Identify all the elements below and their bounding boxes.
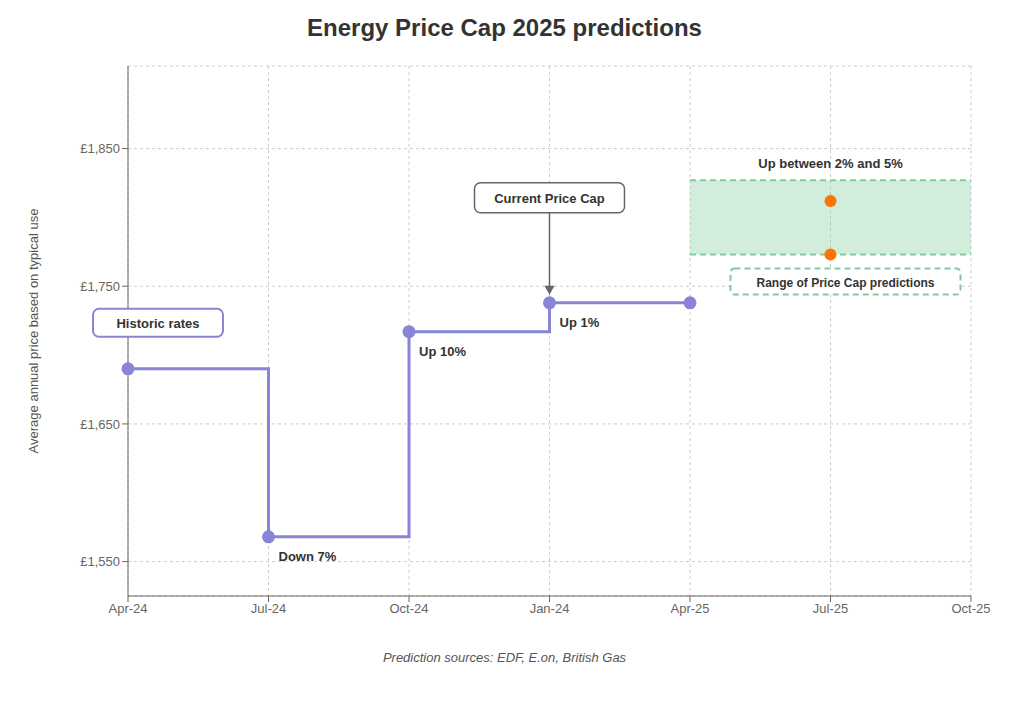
svg-text:Current Price Cap: Current Price Cap [494, 191, 605, 206]
svg-text:£1,750: £1,750 [80, 279, 120, 294]
svg-text:Up between 2% and 5%: Up between 2% and 5% [758, 156, 903, 171]
svg-text:Oct-24: Oct-24 [389, 601, 428, 616]
svg-text:Apr-24: Apr-24 [108, 601, 147, 616]
svg-text:Up 10%: Up 10% [419, 344, 466, 359]
svg-text:£1,550: £1,550 [80, 554, 120, 569]
svg-text:Jul-24: Jul-24 [251, 601, 286, 616]
html-text:Energy Price Cap 2025 predicti: Energy Price Cap 2025 predictions [307, 14, 702, 41]
svg-text:Up 1%: Up 1% [560, 315, 600, 330]
html-text:Prediction sources: EDF, E.on,: Prediction sources: EDF, E.on, British G… [382, 650, 627, 665]
svg-text:£1,650: £1,650 [80, 417, 120, 432]
svg-text:Jan-24: Jan-24 [530, 601, 570, 616]
svg-text:Average annual price based on: Average annual price based on typical us… [26, 209, 41, 454]
svg-text:Apr-25: Apr-25 [670, 601, 709, 616]
svg-text:Down 7%: Down 7% [279, 549, 337, 564]
svg-text:Historic rates: Historic rates [116, 316, 199, 331]
svg-text:Jul-25: Jul-25 [813, 601, 848, 616]
svg-text:Range of Price Cap predictions: Range of Price Cap predictions [756, 276, 934, 290]
svg-text:£1,850: £1,850 [80, 141, 120, 156]
svg-text:Oct-25: Oct-25 [951, 601, 990, 616]
